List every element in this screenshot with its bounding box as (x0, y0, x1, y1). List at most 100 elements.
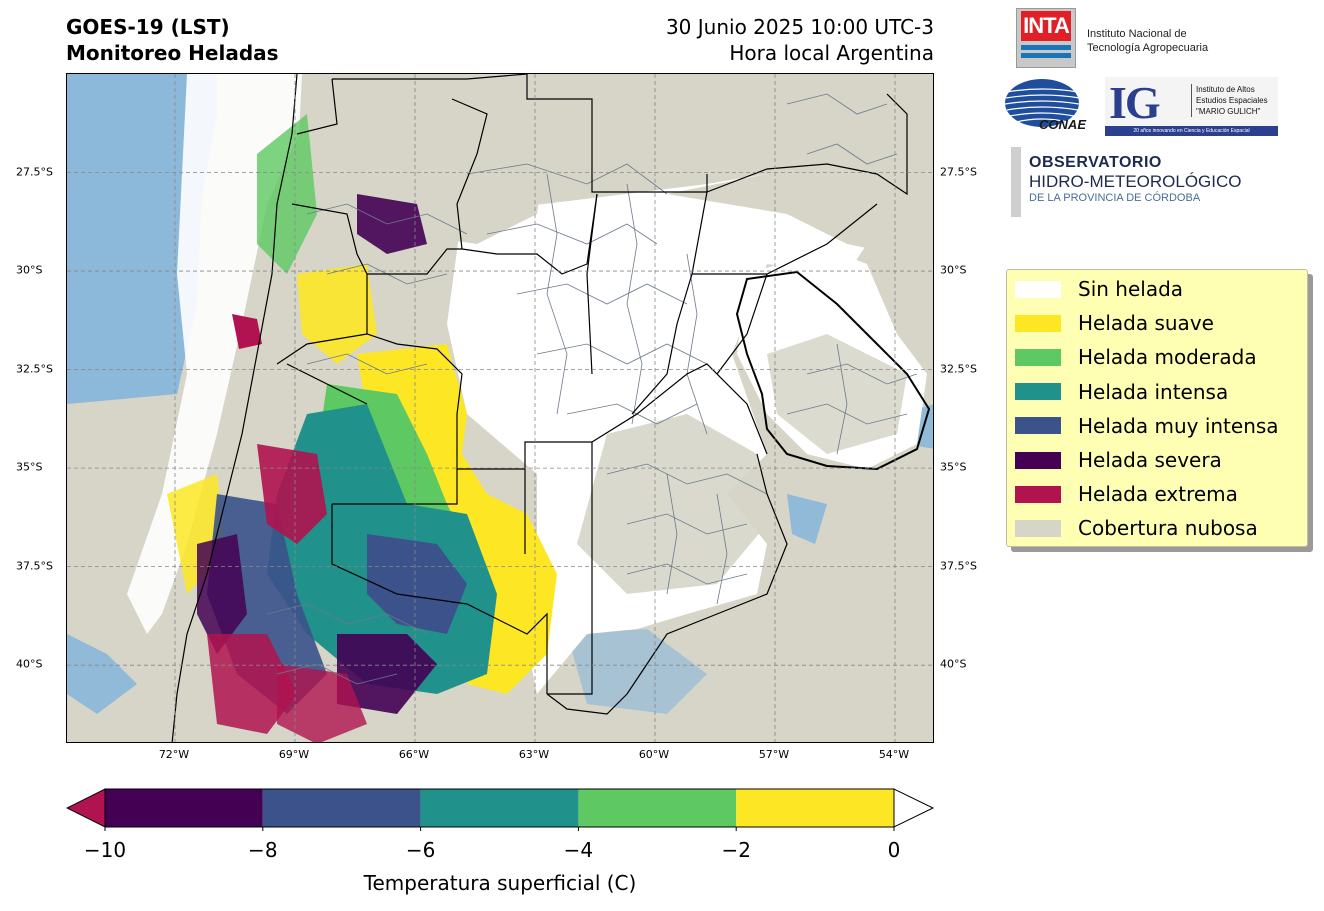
lat-tick-label: 32.5°S (940, 362, 977, 376)
frost-extreme-spot (232, 314, 262, 349)
frost-very-intense-core (367, 534, 467, 634)
cloud-patch-northeast (667, 94, 933, 254)
colorbar-tick-label: −2 (721, 838, 751, 862)
date-line-1: 30 Junio 2025 10:00 UTC-3 (665, 15, 934, 39)
legend-label: Helada suave (1078, 311, 1214, 336)
frost-extreme-zone (257, 444, 327, 544)
lat-tick-label: 27.5°S (16, 165, 53, 179)
inta-name-line-2: Tecnología Agropecuaria (1087, 42, 1209, 54)
frost-severe-south (337, 634, 437, 714)
lon-tick-label: 54°W (878, 748, 910, 761)
lon-tick-label: 72°W (158, 748, 190, 761)
obs-line-1: OBSERVATORIO (1029, 154, 1162, 171)
lat-tick-label: 40°S (940, 657, 967, 671)
legend-swatch (1015, 451, 1061, 469)
frost-severe-north (357, 194, 427, 254)
date-line-2: Hora local Argentina (729, 41, 934, 65)
colorbar-outline (104, 788, 895, 828)
lat-tick-label: 27.5°S (940, 165, 977, 179)
lon-tick-label: 57°W (758, 748, 790, 761)
cloud-patch-uruguay (767, 334, 907, 454)
colorbar-extend-low (65, 788, 106, 828)
rio-de-la-plata (787, 494, 827, 544)
map-date: 30 Junio 2025 10:00 UTC-3 Hora local Arg… (666, 14, 934, 66)
frost-extreme-south (207, 634, 297, 734)
lat-tick-label: 37.5°S (16, 559, 53, 573)
inta-name: Instituto Nacional de Tecnología Agropec… (1087, 27, 1208, 55)
department-boundaries (266, 93, 918, 685)
lat-tick-label: 35°S (16, 460, 43, 474)
title-line-2: Monitoreo Heladas (66, 41, 279, 65)
obs-line-2: HIDRO-METEOROLÓGICO (1029, 172, 1242, 191)
title-line-1: GOES-19 (LST) (66, 15, 230, 39)
legend-swatch (1015, 485, 1061, 503)
legend-item: Helada suave (1015, 311, 1214, 336)
legend-item: Helada muy intensa (1015, 413, 1279, 438)
ig-text-line-2: Estudios Espaciales (1196, 96, 1268, 105)
colorbar-tick-label: −4 (563, 838, 594, 862)
legend-label: Helada moderada (1078, 345, 1257, 370)
observatorio-bar (1011, 147, 1021, 217)
colorbar-extend-high (893, 788, 935, 828)
legend-item: Helada severa (1015, 448, 1222, 472)
lon-tick-label: 66°W (398, 748, 430, 761)
observatorio-logo: OBSERVATORIO HIDRO-METEOROLÓGICO DE LA P… (1029, 154, 1242, 205)
map-title: GOES-19 (LST) Monitoreo Heladas (66, 14, 279, 66)
legend-swatch (1015, 348, 1061, 366)
frost-extreme-southeast (277, 664, 367, 742)
colorbar-segment (105, 789, 263, 827)
legend-swatch (1015, 280, 1061, 298)
colorbar-tick-label: −6 (405, 838, 436, 862)
legend-item: Helada moderada (1015, 345, 1257, 370)
legend-item: Helada intensa (1015, 379, 1229, 404)
ig-logo-letters: IG (1109, 77, 1161, 128)
frost-moderate-north (257, 114, 317, 274)
ig-logo-bar: 20 años innovando en Ciencia y Educación… (1105, 126, 1278, 136)
lat-tick-label: 30°S (16, 263, 43, 277)
legend-swatch (1015, 519, 1061, 537)
legend-label: Sin helada (1078, 277, 1184, 301)
ig-logo: IG Instituto de Altos Estudios Espaciale… (1105, 77, 1278, 136)
conae-logo: CONAE (1004, 78, 1090, 134)
legend-swatch (1015, 314, 1061, 332)
pacific-ocean-south (67, 634, 137, 714)
lat-tick-label: 40°S (16, 657, 43, 671)
colorbar-segment (736, 789, 894, 827)
colorbar-segment (262, 789, 421, 827)
colorbar-segment (578, 789, 737, 827)
colorbar-tick-label: 0 (887, 838, 901, 862)
province-boundaries (171, 74, 908, 742)
frost-light-north (297, 264, 377, 364)
atlantic-ocean-patch (567, 629, 707, 714)
inta-logo-word: INTA (1021, 11, 1071, 41)
ig-text-line-3: "MARIO GULICH" (1196, 107, 1261, 116)
colorbar (65, 784, 936, 836)
uruguay-outline (735, 270, 931, 471)
colorbar-tick-label: −8 (248, 838, 278, 862)
colorbar-segment (420, 789, 579, 827)
map-canvas (67, 74, 933, 742)
lon-tick-label: 69°W (278, 748, 310, 761)
lon-tick-label: 60°W (638, 748, 670, 761)
legend-label: Helada intensa (1078, 379, 1229, 404)
legend-swatch (1015, 383, 1061, 401)
colorbar-tick-label: −10 (83, 838, 127, 862)
legend-item: Cobertura nubosa (1015, 516, 1258, 540)
legend-label: Helada severa (1078, 448, 1222, 472)
lon-tick-label: 63°W (518, 748, 550, 761)
map-gridlines (67, 74, 933, 742)
inta-name-line-1: Instituto Nacional de (1087, 28, 1187, 40)
legend-label: Helada muy intensa (1078, 413, 1279, 438)
lat-tick-label: 30°S (940, 263, 967, 277)
legend-item: Sin helada (1015, 277, 1184, 301)
conae-globe-icon (1004, 79, 1081, 127)
legend-swatch (1015, 417, 1061, 435)
colorbar-scale (65, 788, 935, 831)
inta-logo-stripe (1021, 53, 1071, 58)
frost-legend: Sin helada Helada suave Helada moderada Hel… (1006, 269, 1308, 547)
lat-tick-label: 32.5°S (16, 362, 53, 376)
legend-label: Helada extrema (1078, 482, 1238, 507)
ig-text-line-1: Instituto de Altos (1196, 85, 1255, 94)
ig-logo-text: Instituto de Altos Estudios Espaciales "… (1191, 84, 1268, 117)
inta-logo-stripe (1021, 45, 1071, 50)
